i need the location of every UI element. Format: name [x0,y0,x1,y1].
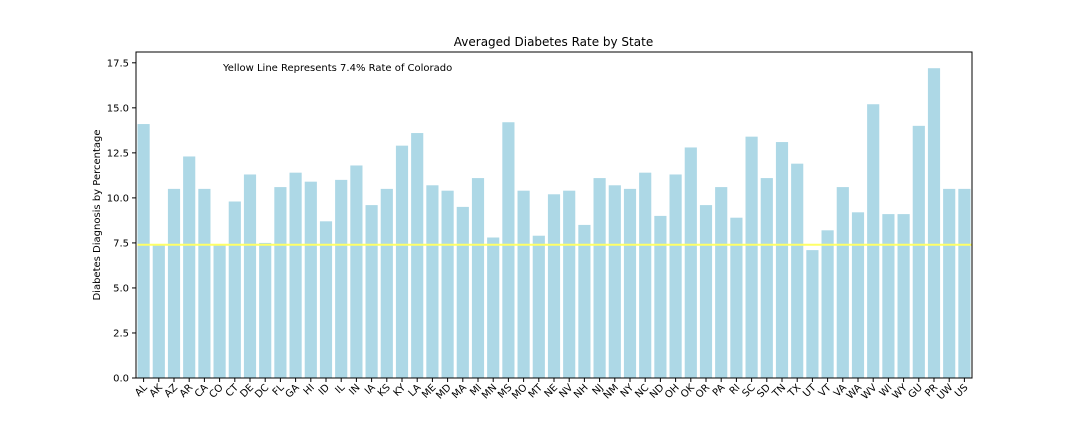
bar-pr [927,68,941,378]
x-tick-label: WV [860,382,880,402]
bar-nm [608,185,621,378]
bar-wa [851,212,865,378]
bars-group [137,68,971,379]
bar-mi [471,178,485,378]
bar-oh [669,174,682,378]
y-axis: 0.0 2.5 5.0 7.5 10.0 12.5 15.0 17.5 [107,58,136,385]
bar-nd [654,215,667,378]
x-tick-label: VA [832,382,849,399]
bar-mt [532,235,545,378]
bar-il [335,179,348,378]
x-tick-label: NH [572,382,590,400]
bar-nj [593,178,606,378]
x-tick-label: IA [363,382,378,397]
x-tick-label: WI [878,382,895,399]
x-tick-label: MA [450,382,469,401]
x-tick-label: FL [271,382,287,398]
bar-dc [259,242,272,378]
bar-ut [806,250,819,378]
reference-annotation: Yellow Line Represents 7.4% Rate of Colo… [222,63,452,74]
x-tick-label: ID [317,382,333,398]
bar-id [319,221,333,378]
bar-ms [502,122,515,378]
bar-ks [380,188,393,378]
x-tick-label: GA [284,382,302,400]
plot-frame [135,51,973,379]
bar-wv [867,104,880,378]
bar-hi [304,181,317,378]
bar-wi [882,214,895,378]
y-axis-label: Diabetes Diagnosis by Percentage [92,129,103,300]
bar-de [243,174,257,378]
y-tick-label: 0.0 [113,374,129,385]
bar-gu [912,125,925,378]
x-tick-label: HI [302,382,317,397]
bar-ne [547,194,561,378]
bar-sc [745,136,758,378]
bar-tn [775,142,789,378]
bar-mo [517,190,530,378]
y-tick-label: 15.0 [107,103,129,114]
bar-la [411,133,424,378]
bar-ia [365,205,378,378]
bar-ct [228,201,241,378]
bar-in [350,165,363,378]
bar-az [167,188,181,378]
bar-nc [639,172,652,378]
bar-mn [487,237,500,378]
bar-nv [563,190,576,378]
y-tick-label: 7.5 [113,238,129,249]
x-tick-label: US [953,382,970,399]
y-tick-label: 10.0 [107,193,129,204]
bar-ma [456,206,469,378]
x-tick-label: SC [741,382,758,399]
x-tick-label: IL [334,382,348,396]
bar-ca [198,188,211,378]
y-tick-label: 2.5 [113,328,129,339]
x-tick-label: RI [728,382,743,397]
bar-ok [684,147,697,378]
bar-uw [943,188,956,378]
bar-co [213,244,226,378]
y-tick-label: 17.5 [107,58,129,69]
bar-sd [760,178,773,378]
x-tick-label: LA [407,382,424,399]
bar-al [137,124,150,379]
chart-title: Averaged Diabetes Rate by State [454,35,653,49]
x-tick-label: KY [392,382,409,399]
bar-ny [623,188,637,378]
bar-nh [578,224,591,378]
bar-pa [715,187,728,378]
bar-me [426,185,439,378]
bar-tx [791,163,804,378]
y-tick-label: 5.0 [113,283,129,294]
bar-wy [897,214,910,378]
bar-ar [183,156,196,378]
bar-ri [730,217,743,378]
bar-fl [274,187,287,378]
bar-md [441,190,454,378]
bar-us [958,188,971,378]
bar-ky [395,145,409,378]
bar-ak [152,244,165,378]
bar-vt [821,230,834,378]
bar-ga [289,172,302,378]
x-tick-label: DC [253,382,271,400]
x-tick-label: IN [347,382,362,397]
x-tick-label: KS [376,382,393,399]
x-tick-label: PA [711,382,728,399]
y-tick-label: 12.5 [107,148,129,159]
x-tick-label: OR [694,382,712,400]
x-tick-label: AL [133,382,150,399]
bar-va [836,187,849,378]
bar-or [699,205,713,378]
